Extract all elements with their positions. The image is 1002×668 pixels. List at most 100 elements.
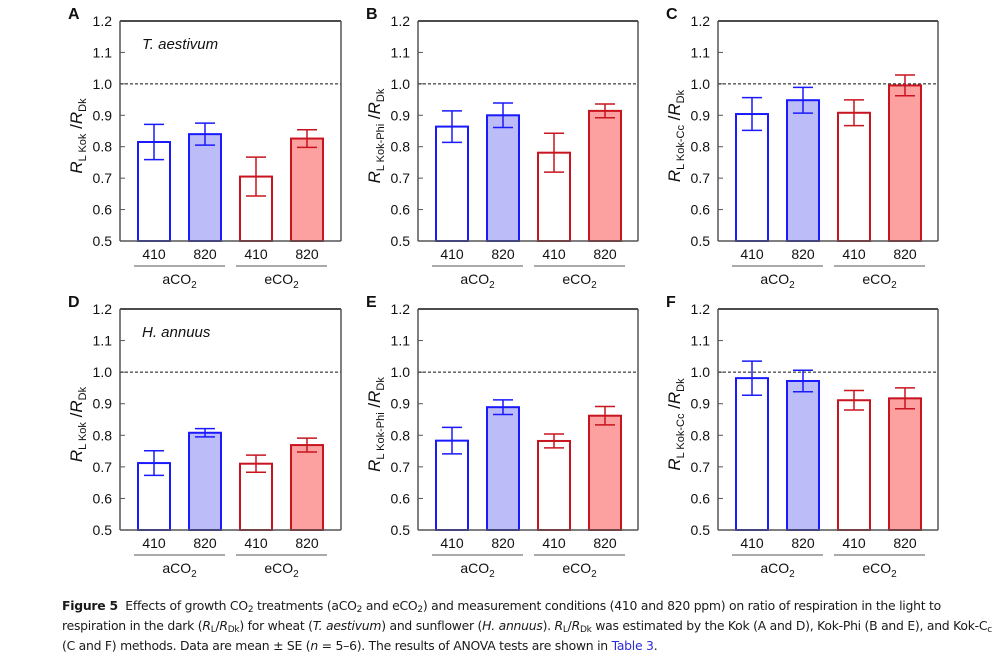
y-axis-label-part: Dk	[675, 89, 687, 103]
y-axis-label-part: R	[665, 392, 684, 404]
y-axis-label: RL Kok /RDk	[67, 386, 89, 462]
y-axis-label-part: R	[665, 103, 684, 115]
group-label: aCO2	[460, 271, 495, 291]
bar	[435, 125, 469, 242]
chart-panel-b: B 0.5 0.6 0.7 0.8 0.9 1.0 1.1 1.2 410 820 410 820 aCO…	[365, 6, 639, 291]
y-axis-label-part: Dk	[77, 386, 89, 400]
y-tick-label: 0.8	[93, 427, 113, 443]
chart-panel-f: F 0.5 0.6 0.7 0.8 0.9 1.0 1.1 1.2 410 820 410 820 aCO…	[665, 294, 939, 580]
y-tick-label: 0.6	[391, 490, 411, 506]
y-tick-label: 1.0	[691, 76, 711, 92]
y-tick-label: 1.1	[391, 333, 411, 349]
group-label: eCO2	[562, 271, 597, 291]
species-label: T. aestivum	[142, 36, 218, 53]
y-tick-label: 1.1	[391, 44, 411, 60]
y-tick-label: 0.8	[391, 139, 411, 155]
y-tick-label: 0.9	[691, 107, 711, 123]
bar	[837, 111, 871, 243]
x-tick-label: 820	[295, 535, 319, 551]
y-tick-label: 0.6	[391, 202, 411, 218]
group-label: aCO2	[760, 271, 795, 291]
panel-letter: C	[666, 6, 678, 23]
y-axis-label-part: R	[665, 458, 684, 470]
x-tick-label: 410	[142, 246, 166, 262]
panel-letter: D	[68, 294, 80, 311]
y-axis-label: RL Kok-Phi /RDk	[365, 88, 387, 183]
caption-text: ) and sunflower (	[381, 618, 483, 633]
chart-panel-c: C 0.5 0.6 0.7 0.8 0.9 1.0 1.1 1.2 410 820 410 820 aCO…	[665, 6, 939, 291]
group-label: aCO2	[162, 271, 197, 291]
y-tick-label: 1.0	[93, 364, 113, 380]
y-axis-label-part: R	[365, 460, 384, 472]
x-tick-label: 410	[740, 535, 764, 551]
x-tick-label: 820	[491, 535, 515, 551]
group-label: eCO2	[862, 271, 897, 291]
y-axis-label-part: L Kok	[77, 422, 89, 450]
y-axis-label-part: R	[365, 102, 384, 114]
y-tick-label: 0.5	[691, 522, 711, 538]
y-axis-label: RL Kok-Phi /RDk	[365, 377, 387, 472]
subscript: 2	[191, 280, 197, 291]
bar	[486, 114, 520, 242]
bar	[588, 109, 622, 242]
y-axis-label-part: R	[67, 400, 86, 412]
caption-text: Effects of growth CO	[125, 598, 248, 613]
x-tick-label: 820	[193, 535, 217, 551]
y-tick-label: 1.2	[391, 301, 411, 317]
caption-text: treatments (aCO	[253, 598, 357, 613]
x-tick-label: 820	[593, 535, 617, 551]
group-label: eCO2	[264, 271, 299, 291]
y-tick-label: 0.7	[93, 170, 113, 186]
y-axis-label-part: R	[365, 391, 384, 403]
y-axis-label-part: /	[365, 403, 384, 413]
group-label: aCO2	[460, 560, 495, 580]
x-tick-label: 410	[740, 246, 764, 262]
figure: A 0.5 0.6 0.7 0.8 0.9 1.0 1.1 1.2 T. aestivum 410 8…	[67, 6, 939, 580]
y-axis-label-part: R	[665, 170, 684, 182]
caption-n: n	[310, 638, 318, 653]
caption-text: = 5–6). The results of ANOVA tests are s…	[317, 638, 612, 653]
y-tick-label: 1.2	[93, 301, 113, 317]
y-tick-label: 0.9	[391, 396, 411, 412]
y-tick-label: 0.8	[691, 139, 711, 155]
bar	[486, 406, 520, 531]
caption-species: H. annuus	[482, 618, 543, 633]
table-3-link[interactable]: Table 3	[611, 638, 654, 653]
y-tick-label: 0.7	[691, 170, 711, 186]
bar	[786, 379, 820, 531]
species-label: H. annuus	[142, 324, 211, 341]
y-tick-label: 0.7	[391, 459, 411, 475]
group-label: aCO2	[760, 560, 795, 580]
subscript: 2	[891, 280, 897, 291]
bar	[888, 84, 922, 242]
y-axis-label: RL Kok /RDk	[67, 98, 89, 174]
y-tick-label: 0.7	[93, 459, 113, 475]
chart-panel-a: A 0.5 0.6 0.7 0.8 0.9 1.0 1.1 1.2 T. aestivum 410 8…	[67, 6, 342, 291]
y-tick-label: 0.5	[93, 233, 113, 249]
x-tick-label: 820	[593, 246, 617, 262]
figure-caption: Figure 5 Effects of growth CO2 treatment…	[62, 598, 992, 653]
subscript: 2	[591, 569, 597, 580]
y-tick-label: 0.5	[391, 233, 411, 249]
subscript: 2	[789, 569, 795, 580]
x-tick-label: 410	[440, 246, 464, 262]
subscript: 2	[293, 569, 299, 580]
y-axis-label-part: /	[665, 404, 684, 414]
x-tick-label: 820	[193, 246, 217, 262]
y-tick-label: 0.8	[93, 139, 113, 155]
y-tick-label: 0.9	[93, 107, 113, 123]
y-axis-label-part: /	[67, 124, 86, 134]
caption-text: (C and F) methods. Data are mean ± SE (	[62, 638, 311, 653]
caption-text: and eCO	[362, 598, 418, 613]
bar	[837, 399, 871, 531]
x-tick-label: 820	[791, 535, 815, 551]
group-label: eCO2	[264, 560, 299, 580]
chart-panel-e: E 0.5 0.6 0.7 0.8 0.9 1.0 1.1 1.2 410 820 410 820 aCO…	[365, 294, 639, 580]
caption-text: .	[653, 638, 658, 653]
y-tick-label: 0.6	[93, 490, 113, 506]
x-tick-label: 410	[244, 246, 268, 262]
x-tick-label: 410	[142, 535, 166, 551]
y-tick-label: 0.6	[691, 490, 711, 506]
y-tick-label: 0.9	[93, 396, 113, 412]
y-tick-label: 0.9	[391, 107, 411, 123]
